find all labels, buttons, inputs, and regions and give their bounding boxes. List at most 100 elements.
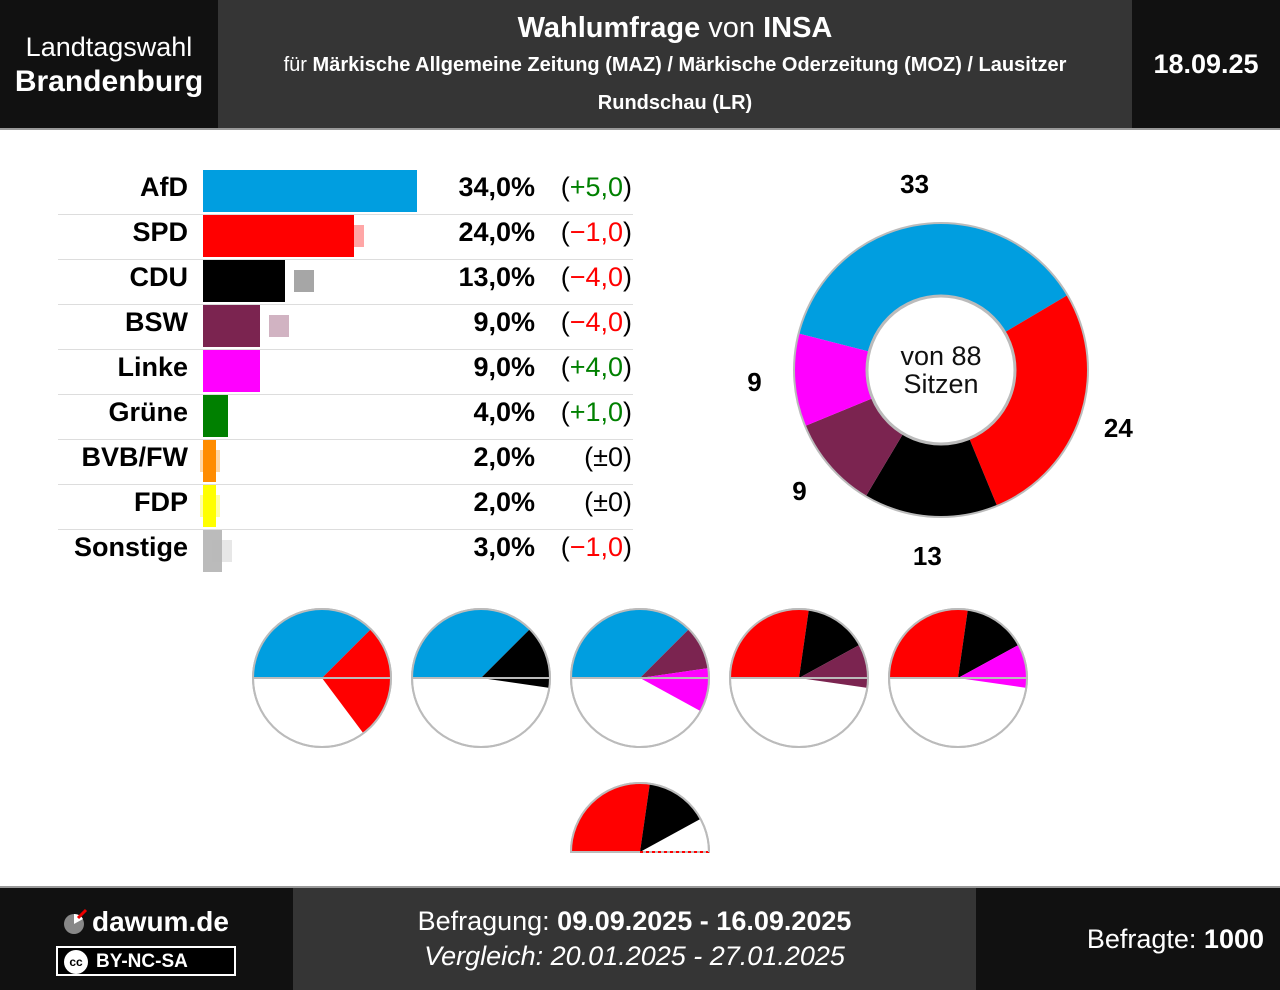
coalition-segment — [730, 609, 809, 678]
party-name: Grüne — [108, 397, 188, 427]
party-change: (−1,0) — [560, 532, 632, 562]
row-separator — [58, 304, 633, 305]
donut-hole — [865, 294, 1017, 446]
coalition-outline — [729, 608, 870, 748]
party-row: Linke 9,0% (+4,0) — [0, 350, 640, 395]
poll-title: Wahlumfrage von INSA — [218, 10, 1132, 46]
seat-segment — [865, 433, 998, 517]
befragte-value: 1000 — [1203, 924, 1264, 954]
seat-segment — [798, 222, 1068, 352]
party-change: (+1,0) — [560, 397, 632, 427]
party-bar — [203, 305, 260, 347]
seat-unit: Sitzen — [903, 369, 979, 399]
seat-count-label: 9 — [747, 367, 762, 398]
cc-icon: cc — [64, 950, 88, 974]
row-separator — [58, 484, 633, 485]
poll-date: 18.09.25 — [1132, 0, 1280, 128]
previous-value-marker — [294, 270, 314, 292]
coalition-segment — [253, 609, 371, 678]
seat-total: von 88 — [900, 341, 982, 371]
row-separator — [58, 349, 633, 350]
election-type: Landtagswahl — [25, 32, 193, 62]
befragung-label: Befragung: — [417, 906, 558, 936]
coalition-chart — [569, 782, 711, 853]
footer-divider — [0, 886, 1280, 888]
row-separator — [58, 259, 633, 260]
party-percentage: 3,0% — [473, 532, 535, 562]
row-separator — [58, 394, 633, 395]
party-percentage: 2,0% — [473, 442, 535, 472]
coalition-segment — [640, 629, 709, 678]
seat-center-text: von 88 Sitzen — [881, 342, 1001, 398]
coalition-segment — [481, 629, 550, 688]
election-region: Brandenburg — [14, 65, 204, 98]
previous-value-marker — [205, 405, 226, 427]
party-row: Grüne 4,0% (+1,0) — [0, 395, 640, 440]
seat-count-label: 13 — [912, 540, 942, 571]
party-row: FDP 2,0% (±0) — [0, 485, 640, 530]
clients: Märkische Allgemeine Zeitung (MAZ) / Mär… — [312, 54, 1067, 114]
coalition-outline — [252, 608, 393, 748]
party-name: FDP — [134, 487, 188, 517]
party-bar — [203, 215, 355, 257]
befragung: Befragung: 09.09.2025 - 16.09.2025 — [293, 904, 976, 938]
title-von: von — [700, 12, 764, 44]
previous-value-marker — [199, 450, 220, 472]
party-name: Sonstige — [73, 532, 188, 562]
previous-value-marker — [199, 495, 220, 517]
party-bar — [203, 395, 229, 437]
coalition-segment — [322, 629, 391, 734]
respondents: Befragte: 1000 — [976, 888, 1280, 990]
party-name: CDU — [129, 262, 189, 292]
license-badge[interactable]: cc BY-NC-SA — [56, 946, 236, 976]
party-name: BSW — [125, 307, 188, 337]
row-separator — [58, 529, 633, 530]
party-name: AfD — [140, 172, 188, 202]
party-row: BSW 9,0% (−4,0) — [0, 305, 640, 350]
previous-value-marker — [218, 360, 239, 382]
coalition-outline — [888, 608, 1029, 748]
seat-segment — [794, 333, 873, 427]
institute: INSA — [763, 12, 833, 44]
party-change: (+4,0) — [560, 352, 632, 382]
party-percentage: 9,0% — [473, 307, 535, 337]
party-bar — [203, 260, 285, 302]
row-separator — [58, 214, 633, 215]
coalition-chart — [729, 608, 870, 748]
party-name: Linke — [117, 352, 188, 382]
seat-segment — [805, 398, 904, 497]
dawum-logo-icon — [64, 908, 88, 934]
coalition-outline — [411, 608, 552, 748]
brand-name[interactable]: dawum.de — [92, 906, 229, 937]
party-change: (±0) — [584, 442, 632, 472]
party-change: (−1,0) — [560, 217, 632, 247]
party-change: (−4,0) — [560, 307, 632, 337]
party-bar — [203, 170, 417, 212]
previous-value-marker — [212, 540, 233, 562]
coalition-outline — [570, 608, 711, 748]
party-row: CDU 13,0% (−4,0) — [0, 260, 640, 305]
seat-donut — [793, 222, 1089, 518]
coalition-chart — [411, 608, 552, 748]
previous-value-marker — [268, 315, 289, 337]
party-bar — [203, 350, 260, 392]
header: Landtagswahl Brandenburg Wahlumfrage von… — [0, 0, 1280, 128]
party-bar — [203, 530, 222, 572]
party-name: SPD — [132, 217, 188, 247]
poll-clients: für Märkische Allgemeine Zeitung (MAZ) /… — [218, 46, 1132, 122]
survey-period: Befragung: 09.09.2025 - 16.09.2025 Vergl… — [293, 888, 976, 990]
coalition-segment — [571, 609, 689, 678]
seat-count-label: 33 — [900, 168, 930, 199]
party-change: (±0) — [584, 487, 632, 517]
previous-value-marker — [344, 225, 365, 247]
party-row: BVB/FW 2,0% (±0) — [0, 440, 640, 485]
party-row: AfD 34,0% (+5,0) — [0, 170, 640, 215]
coalition-outline — [570, 782, 710, 853]
party-percentage: 24,0% — [458, 217, 535, 247]
seat-distribution: von 88 Sitzen 33 24 13 9 9 — [747, 168, 1200, 571]
coalition-chart — [570, 608, 711, 748]
party-percentage: 13,0% — [458, 262, 535, 292]
vergleich: Vergleich: 20.01.2025 - 27.01.2025 — [424, 941, 845, 971]
coalition-segment — [571, 783, 650, 852]
party-row: SPD 24,0% (−1,0) — [0, 215, 640, 260]
